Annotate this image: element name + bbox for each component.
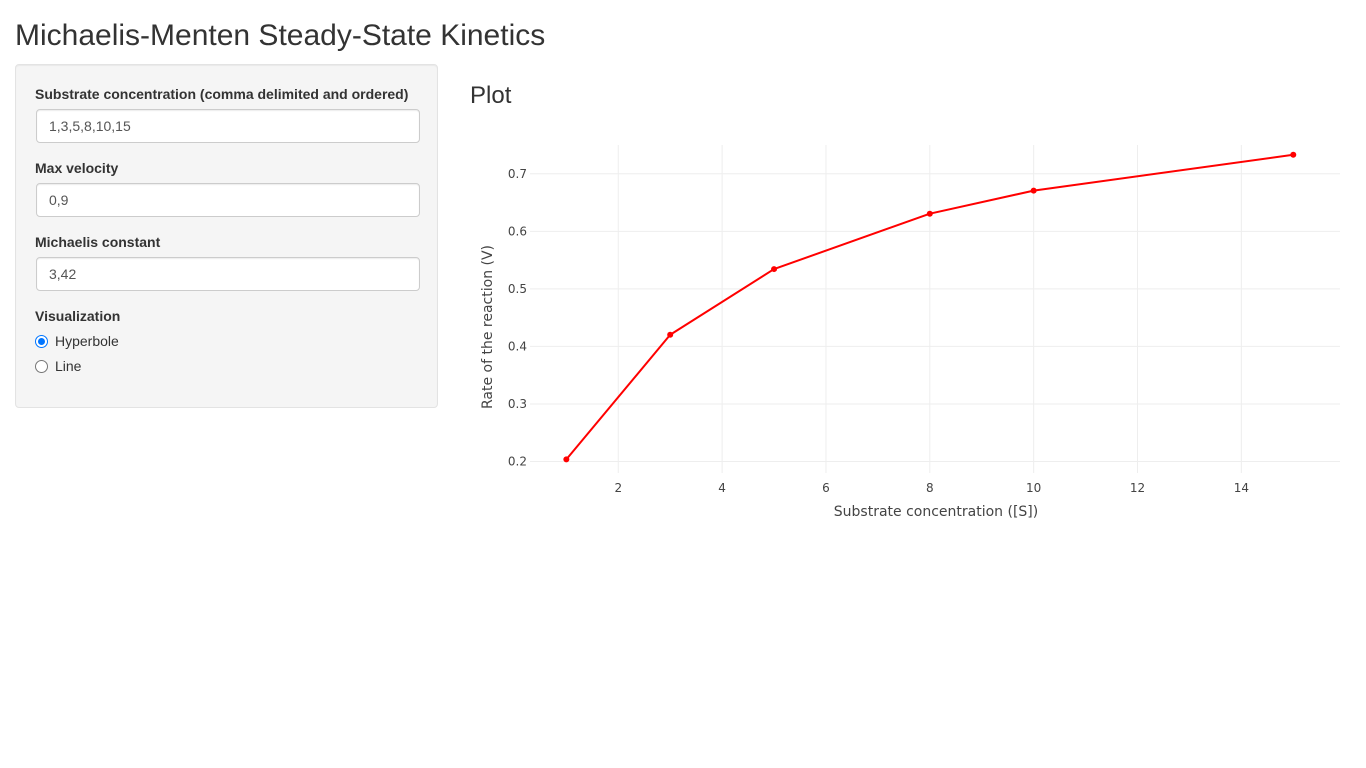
y-axis-title: Rate of the reaction (V): [480, 245, 496, 409]
y-tick-label: 0.5: [508, 282, 527, 296]
grid-lines: [530, 145, 1340, 473]
substrate-label: Substrate concentration (comma delimited…: [35, 86, 409, 102]
visualization-label: Visualization: [35, 308, 121, 324]
x-tick-label: 14: [1234, 481, 1249, 495]
data-point[interactable]: [771, 266, 778, 273]
data-point[interactable]: [563, 456, 570, 463]
data-point[interactable]: [667, 331, 674, 338]
y-tick-label: 0.2: [508, 454, 527, 468]
radio-hyperbole-icon[interactable]: [35, 334, 48, 348]
series-line: [565, 153, 1294, 461]
radio-line-icon[interactable]: [35, 359, 48, 373]
max-velocity-label: Max velocity: [35, 160, 119, 176]
x-tick-label: 10: [1026, 481, 1041, 495]
rate-chart[interactable]: 2 4 6 8 10 12 14 0.2 0.3 0.4 0.5 0.6 0.7 Substrate c…: [470, 130, 1350, 530]
x-tick-label: 12: [1130, 481, 1145, 495]
y-tick-label: 0.4: [508, 339, 527, 353]
data-point[interactable]: [1290, 151, 1297, 158]
y-tick-label: 0.7: [508, 167, 527, 181]
substrate-input[interactable]: [36, 109, 420, 143]
max-velocity-input[interactable]: [36, 183, 420, 217]
radio-hyperbole-label: Hyperbole: [55, 333, 119, 349]
data-point[interactable]: [926, 210, 933, 217]
x-axis-title: Substrate concentration ([S]): [834, 504, 1038, 520]
x-tick-label: 6: [822, 481, 830, 495]
x-tick-label: 8: [926, 481, 934, 495]
radio-option-line[interactable]: Line: [35, 356, 81, 376]
x-tick-label: 4: [718, 481, 726, 495]
series-layer: [563, 151, 1297, 463]
y-tick-label: 0.3: [508, 397, 527, 411]
michaelis-constant-input[interactable]: [36, 257, 420, 291]
radio-option-hyperbole[interactable]: Hyperbole: [35, 331, 119, 351]
data-point[interactable]: [1030, 187, 1037, 194]
plot-heading: Plot: [470, 82, 512, 109]
tick-labels: 2 4 6 8 10 12 14 0.2 0.3 0.4 0.5 0.6 0.7: [508, 167, 1249, 495]
michaelis-constant-label: Michaelis constant: [35, 234, 161, 250]
sidebar-panel: Substrate concentration (comma delimited…: [15, 64, 438, 408]
x-tick-label: 2: [614, 481, 622, 495]
y-tick-label: 0.6: [508, 224, 527, 238]
page-title: Michaelis-Menten Steady-State Kinetics: [15, 19, 546, 52]
radio-line-label: Line: [55, 358, 82, 374]
